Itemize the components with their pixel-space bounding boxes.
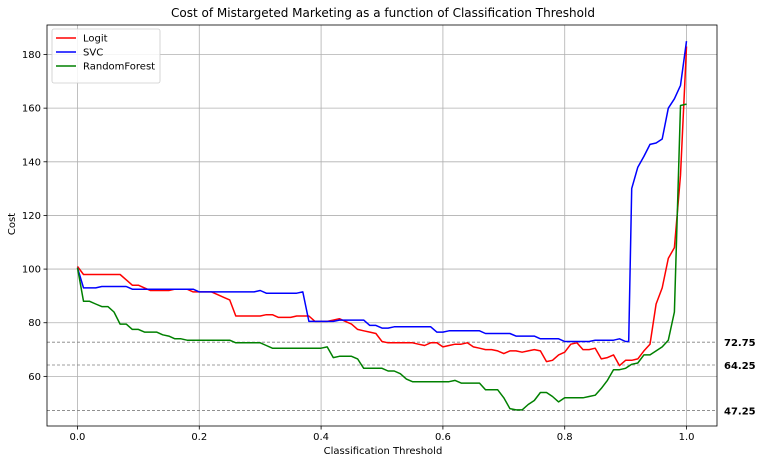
y-tick-label: 100 — [22, 265, 41, 276]
grid-lines — [47, 25, 717, 426]
x-tick-label: 0.8 — [557, 432, 573, 443]
x-tick-label: 0.0 — [70, 432, 86, 443]
chart-title: Cost of Mistargeted Marketing as a funct… — [171, 6, 595, 20]
series-line-randomforest — [76, 103, 687, 411]
plot-frame — [46, 24, 718, 427]
y-tick-label: 80 — [28, 318, 41, 329]
y-tick-label: 60 — [28, 372, 41, 383]
legend-label: SVC — [83, 48, 103, 59]
axes — [43, 24, 718, 430]
x-tick-label: 1.0 — [679, 432, 695, 443]
reference-line-label: 72.75 — [724, 338, 756, 349]
y-tick-label: 160 — [22, 104, 41, 115]
x-axis-label: Classification Threshold — [324, 446, 443, 457]
series-line-svc — [76, 40, 688, 343]
series-lines — [76, 40, 688, 411]
x-tick-label: 0.4 — [313, 432, 329, 443]
reference-line-label: 47.25 — [724, 407, 756, 418]
x-tick-label: 0.6 — [435, 432, 451, 443]
reference-line-label: 64.25 — [724, 361, 756, 372]
x-tick-label: 0.2 — [191, 432, 207, 443]
y-tick-label: 120 — [22, 211, 41, 222]
tick-labels: 0.0 0.2 0.4 0.6 0.8 1.0 60 80 100 120 140 160 180 — [22, 50, 695, 443]
y-tick-label: 180 — [22, 50, 41, 61]
legend-label: Logit — [83, 34, 108, 45]
legend-box — [51, 28, 161, 84]
y-tick-label: 140 — [22, 157, 41, 168]
y-axis-label: Cost — [7, 213, 18, 235]
legend-label: RandomForest — [83, 62, 155, 73]
legend: Logit SVC RandomForest — [51, 28, 161, 84]
